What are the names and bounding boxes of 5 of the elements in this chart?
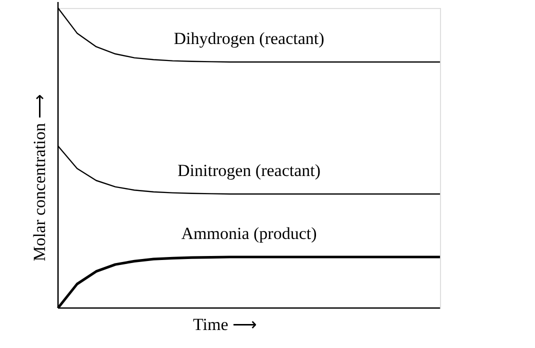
series-label: Ammonia (product) [181, 224, 317, 243]
x-axis-title: Time ⟶ [193, 315, 257, 334]
series-label: Dinitrogen (reactant) [177, 161, 321, 180]
series-label: Dihydrogen (reactant) [174, 29, 324, 48]
y-axis-title: Molar concentration ⟶ [30, 94, 49, 262]
